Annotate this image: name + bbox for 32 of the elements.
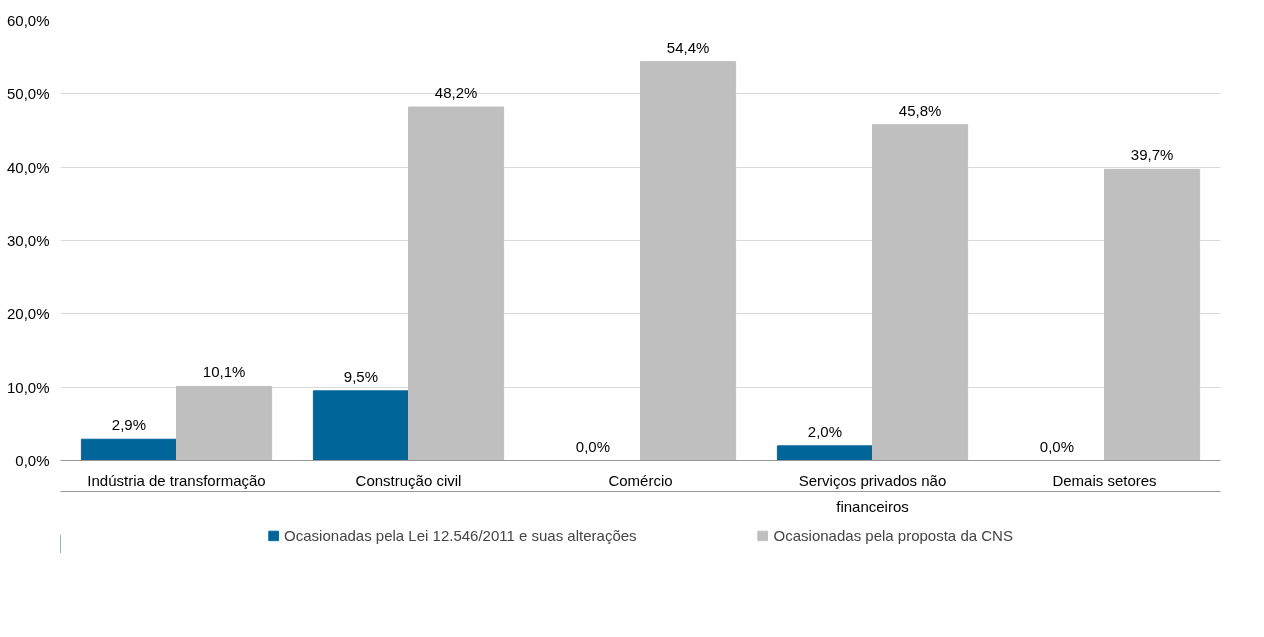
y-tick-label: 30,0% — [6, 232, 50, 249]
y-tick-label: 10,0% — [6, 378, 50, 396]
legend-label: Ocasionadas pela proposta da CNS — [773, 526, 1013, 544]
bar — [640, 61, 737, 461]
data-label: 0,0% — [575, 437, 611, 455]
x-tick-label: Indústria de transformação — [87, 471, 266, 489]
bar — [80, 438, 177, 461]
bar — [872, 124, 969, 461]
bar — [1104, 168, 1201, 461]
y-tick-label: 40,0% — [6, 158, 50, 176]
bar — [408, 106, 505, 461]
data-label: 2,0% — [807, 422, 843, 440]
data-label: 0,0% — [1039, 437, 1075, 455]
data-label: 39,7% — [1130, 146, 1174, 164]
y-tick-label: 0,0% — [15, 452, 50, 469]
y-tick-label: 50,0% — [6, 85, 50, 103]
data-label: 54,4% — [666, 38, 710, 56]
bar — [176, 385, 273, 461]
x-tick-label: Comércio — [608, 471, 673, 489]
data-label: 2,9% — [111, 416, 147, 434]
data-label: 9,5% — [343, 367, 379, 385]
bar — [776, 445, 873, 461]
category-label: Serviços privados não financeiros — [798, 471, 947, 515]
x-tick-label: Construção civil — [355, 471, 462, 489]
data-label: 48,2% — [434, 84, 478, 102]
bar — [312, 390, 409, 461]
y-tick-label: 20,0% — [6, 305, 50, 323]
y-tick-label: 60,0% — [6, 12, 50, 29]
x-tick-label: Demais setores — [1052, 471, 1157, 489]
legend-label: Ocasionadas pela Lei 12.546/2011 e suas alterações — [284, 526, 637, 544]
data-label: 10,1% — [202, 363, 246, 381]
data-label: 45,8% — [898, 101, 942, 119]
